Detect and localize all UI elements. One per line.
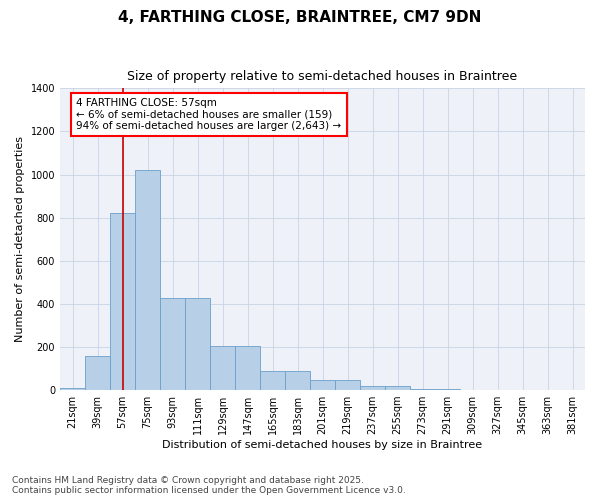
Bar bbox=[135, 170, 160, 390]
Bar bbox=[210, 346, 235, 390]
Title: Size of property relative to semi-detached houses in Braintree: Size of property relative to semi-detach… bbox=[127, 70, 518, 83]
Bar bbox=[185, 298, 210, 390]
Bar bbox=[160, 298, 185, 390]
Bar bbox=[110, 214, 135, 390]
Bar bbox=[410, 389, 435, 390]
Bar bbox=[385, 386, 410, 390]
Bar bbox=[335, 380, 360, 390]
Bar bbox=[60, 388, 85, 390]
Y-axis label: Number of semi-detached properties: Number of semi-detached properties bbox=[15, 136, 25, 342]
Text: 4, FARTHING CLOSE, BRAINTREE, CM7 9DN: 4, FARTHING CLOSE, BRAINTREE, CM7 9DN bbox=[118, 10, 482, 25]
Text: Contains HM Land Registry data © Crown copyright and database right 2025.
Contai: Contains HM Land Registry data © Crown c… bbox=[12, 476, 406, 495]
Bar bbox=[85, 356, 110, 390]
Text: 4 FARTHING CLOSE: 57sqm
← 6% of semi-detached houses are smaller (159)
94% of se: 4 FARTHING CLOSE: 57sqm ← 6% of semi-det… bbox=[76, 98, 341, 131]
Bar bbox=[235, 346, 260, 390]
Bar bbox=[360, 386, 385, 390]
Bar bbox=[435, 389, 460, 390]
Bar bbox=[260, 370, 285, 390]
Bar bbox=[310, 380, 335, 390]
Bar bbox=[285, 370, 310, 390]
X-axis label: Distribution of semi-detached houses by size in Braintree: Distribution of semi-detached houses by … bbox=[163, 440, 482, 450]
